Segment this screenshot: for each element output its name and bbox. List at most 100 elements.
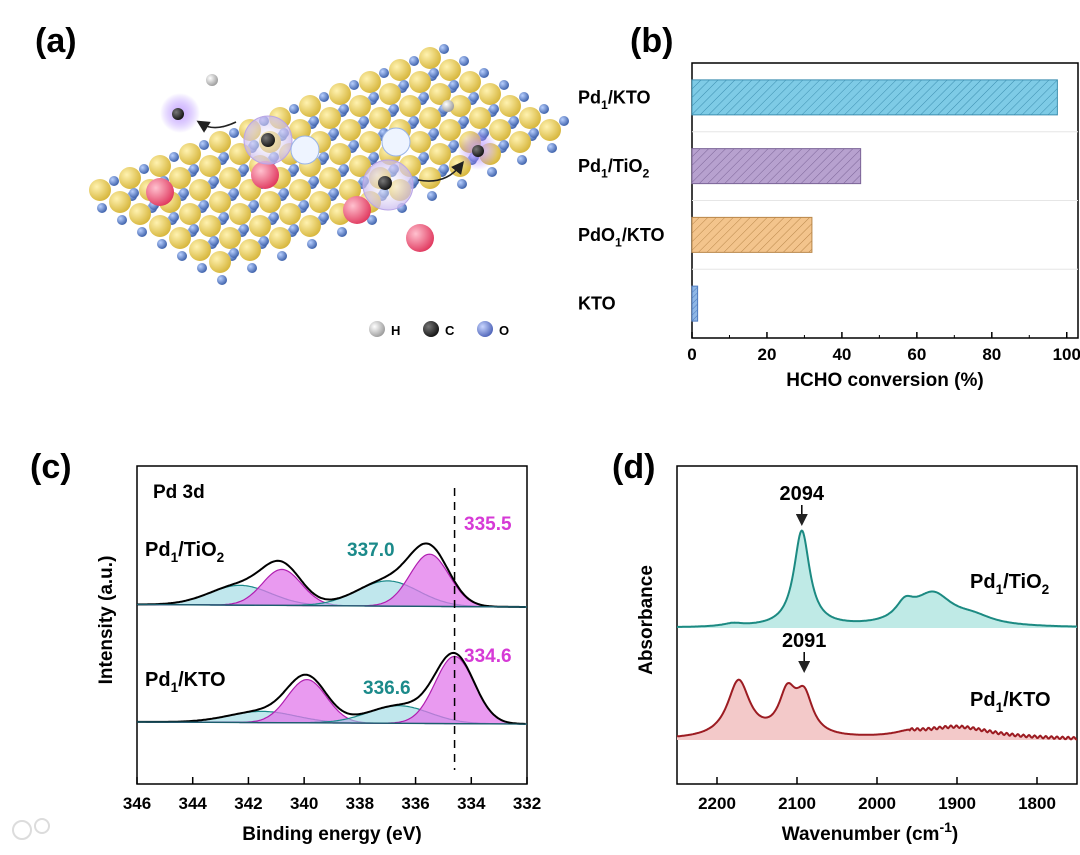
panel-b: (b) Pd1/KTO Pd1/TiO2 PdO1/KTO KTO 0 20 40 60 80… [578,22,1080,391]
tick-label: 332 [513,794,541,813]
tick-label: 2200 [698,794,736,813]
category-label-3: KTO [578,294,616,314]
o-atom [329,188,339,198]
ti-atom [419,167,441,189]
ti-atom [199,215,221,237]
ti-atom [389,59,411,81]
molecule-right [472,145,484,157]
ti-atom [359,131,381,153]
o-atom [379,68,389,78]
o-atom [499,80,509,90]
o-atom [197,263,207,273]
tick-label: 100 [1053,345,1080,364]
o-atom [219,212,229,222]
ti-atom [299,95,321,117]
o-atom [509,116,519,126]
o-atom [479,68,489,78]
series-label-0: Pd1/TiO2 [970,571,1050,597]
ti-atom [109,191,131,213]
ti-atom [449,95,471,117]
ti-atom [309,191,331,213]
tick-label: 340 [290,794,318,813]
ti-atom [419,47,441,69]
ti-atom [149,215,171,237]
molecule-left [172,108,184,120]
watermark-logo [12,818,50,840]
o2-bubble-1 [290,135,320,165]
tick-label: 80 [982,345,1001,364]
o-atom [487,167,497,177]
o-atom [307,239,317,249]
ti-atom [459,71,481,93]
arrow-right [417,160,464,182]
ti-atom [349,95,371,117]
o-atom [449,80,459,90]
ti-atom [429,83,451,105]
category-label-2: PdO1/KTO [578,225,665,249]
tick-label: 334 [457,794,486,813]
o-atom [459,56,469,66]
o-atom [459,116,469,126]
o-atom [409,56,419,66]
series-labels: 2094 2091 Pd1/TiO2 Pd1/KTO [780,483,1051,715]
ti-atom [359,71,381,93]
peak-label-1-0: 336.6 [363,678,411,699]
h2o-top-right [442,100,454,112]
o-atom [209,176,219,186]
panel-c: (c) Pd 3d Pd1/TiO2 Pd1/KTO 337.0 335.5 336.6… [30,448,541,845]
y-axis-label: Absorbance [636,565,657,675]
o-atom [329,128,339,138]
molecule-bubble-1 [261,133,275,147]
panel-c-frame [136,465,528,785]
o-atom [369,92,379,102]
spectrum-line-0 [677,529,1078,628]
o-atom [229,128,239,138]
o-atom [169,152,179,162]
o-atom [469,92,479,102]
x-axis-ticks: 2200 2100 2000 1900 1800 [698,777,1056,813]
tick-label: 60 [907,345,926,364]
o-atom [189,224,199,234]
o-atom [559,116,569,126]
ti-atom [219,227,241,249]
peak-annotation-0: 2094 [780,483,825,505]
o-atom [309,176,319,186]
baseline-1 [136,721,528,725]
o-atom [219,152,229,162]
o-atom [547,143,557,153]
o-atom [259,236,269,246]
o-atom [337,227,347,237]
o-atom [239,164,249,174]
o-atom [429,68,439,78]
o-atom [427,191,437,201]
category-label-0: Pd1/KTO [578,87,651,111]
ti-atom [179,143,201,165]
o-atom [519,92,529,102]
panel-d-label: (d) [612,448,655,486]
panel-a: (a) H C O [35,22,569,338]
o-atom [179,188,189,198]
legend-C-icon [423,321,439,337]
component-fill-0-3 [137,554,527,607]
peak-annotation-1: 2091 [782,630,827,652]
o-atom [439,164,449,174]
o-atom [439,44,449,54]
ti-atom [169,167,191,189]
o-atom [367,215,377,225]
o-atom [349,140,359,150]
ti-atom [439,59,461,81]
o-atom [369,152,379,162]
o-atom [299,200,309,210]
ti-atom [339,119,361,141]
component-fill-0-0 [137,585,527,607]
o-atom [539,104,549,114]
series-label-1: Pd1/KTO [970,689,1051,715]
tick-label: 336 [401,794,429,813]
panel-b-label: (b) [630,22,673,60]
panel-a-label: (a) [35,22,77,60]
h2o-top-left [206,74,218,86]
x-axis-label: HCHO conversion (%) [786,370,983,391]
o-atom [169,212,179,222]
ti-atom [329,143,351,165]
catalyst-surface-illustration [89,44,569,285]
